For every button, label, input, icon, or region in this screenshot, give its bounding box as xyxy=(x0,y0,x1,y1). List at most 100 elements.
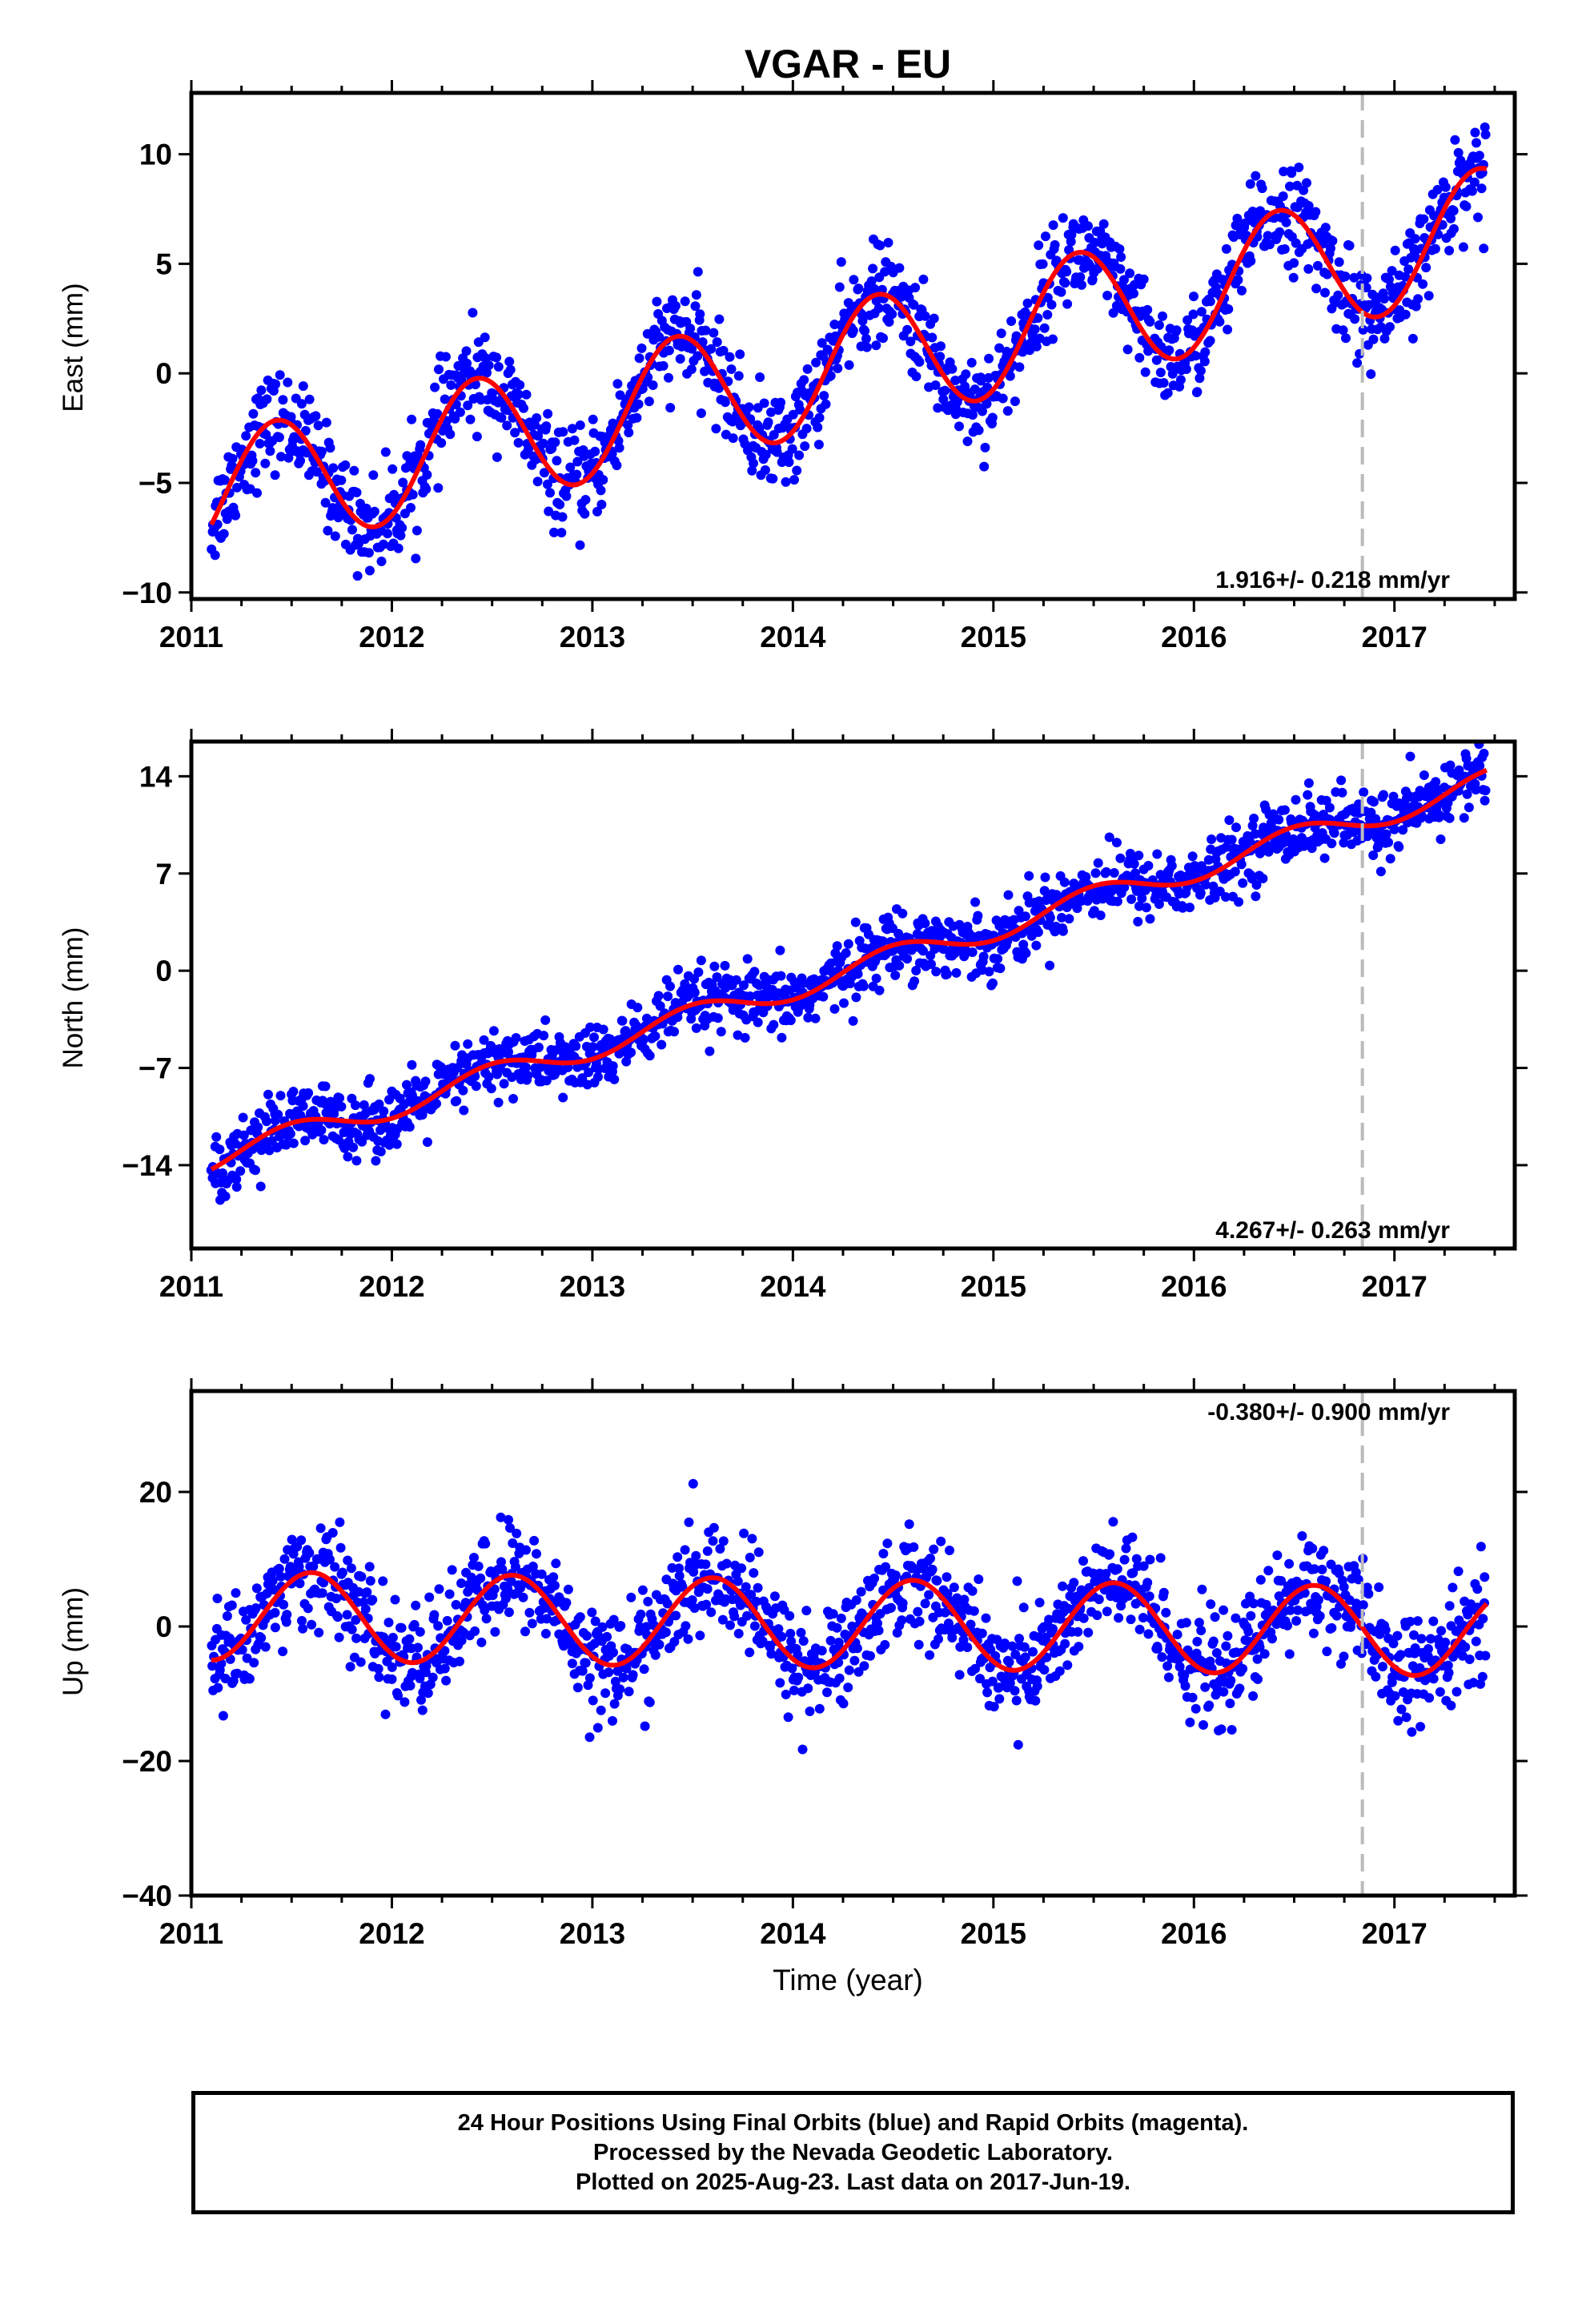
up-data-point xyxy=(1069,1578,1079,1588)
north-data-point xyxy=(712,972,722,983)
north-data-point xyxy=(1020,911,1030,922)
east-data-point xyxy=(1361,283,1371,293)
up-data-point xyxy=(312,1554,323,1565)
east-data-point xyxy=(1010,396,1020,407)
east-data-point xyxy=(887,309,897,320)
up-data-point xyxy=(1231,1613,1241,1623)
east-data-point xyxy=(544,506,554,517)
up-data-point xyxy=(1074,1642,1084,1652)
east-x-tick-label: 2013 xyxy=(560,621,625,653)
up-data-point xyxy=(391,1642,401,1652)
east-data-point xyxy=(421,484,432,494)
up-data-point xyxy=(753,1547,764,1558)
north-data-point xyxy=(281,1140,291,1150)
east-data-point xyxy=(1449,223,1459,234)
east-data-point xyxy=(538,438,548,448)
up-data-point xyxy=(1259,1649,1270,1659)
east-data-point xyxy=(219,475,230,485)
up-y-tick-label: −40 xyxy=(122,1880,172,1912)
north-data-point xyxy=(1419,770,1429,780)
north-data-point xyxy=(1398,825,1408,835)
east-data-point xyxy=(446,380,456,390)
north-data-point xyxy=(1303,790,1313,800)
up-data-point xyxy=(1062,1660,1073,1671)
north-data-point xyxy=(1224,815,1235,826)
up-data-point xyxy=(242,1653,252,1663)
north-data-point xyxy=(897,908,908,919)
east-data-point xyxy=(330,531,340,541)
up-data-point xyxy=(616,1621,626,1631)
up-data-point xyxy=(527,1618,537,1629)
up-data-point xyxy=(615,1684,625,1695)
up-data-point xyxy=(1223,1630,1233,1641)
up-data-point xyxy=(447,1565,457,1575)
east-data-point xyxy=(706,344,717,354)
north-data-point xyxy=(1319,853,1330,863)
up-data-point xyxy=(347,1624,357,1634)
east-data-point xyxy=(515,380,525,390)
east-data-point xyxy=(1151,355,1162,365)
east-data-point xyxy=(947,364,958,374)
up-data-point xyxy=(582,1630,592,1641)
east-data-point xyxy=(755,372,765,382)
north-data-point xyxy=(1394,842,1404,852)
up-data-point xyxy=(793,1672,804,1683)
up-data-point xyxy=(1163,1672,1174,1683)
east-data-point xyxy=(262,394,272,404)
north-data-point xyxy=(1369,797,1379,807)
east-data-point xyxy=(607,448,617,459)
up-data-point xyxy=(218,1711,228,1721)
up-data-point xyxy=(636,1609,646,1619)
east-data-point xyxy=(623,420,633,430)
east-data-point xyxy=(930,380,941,390)
east-observations xyxy=(207,122,1491,581)
east-data-point xyxy=(1480,122,1490,132)
east-data-point xyxy=(1056,287,1066,297)
east-data-point xyxy=(1390,245,1400,255)
up-data-point xyxy=(604,1667,614,1678)
north-data-point xyxy=(1145,914,1155,924)
north-data-point xyxy=(696,955,706,966)
up-data-point xyxy=(287,1534,297,1545)
up-data-point xyxy=(1138,1561,1149,1571)
up-data-point xyxy=(608,1715,617,1726)
north-data-point xyxy=(231,1182,242,1192)
up-data-point xyxy=(1185,1717,1195,1727)
up-data-point xyxy=(677,1582,688,1592)
east-data-point xyxy=(665,403,676,413)
up-data-point xyxy=(1253,1674,1263,1684)
up-data-point xyxy=(729,1611,740,1622)
north-data-point xyxy=(776,971,786,981)
up-data-point xyxy=(796,1627,806,1638)
up-data-point xyxy=(1476,1679,1486,1689)
east-data-point xyxy=(1158,378,1169,388)
up-data-point xyxy=(1480,1651,1491,1661)
up-data-point xyxy=(786,1636,797,1647)
up-data-point xyxy=(387,1632,398,1642)
north-data-point xyxy=(1166,861,1177,871)
up-data-point xyxy=(856,1586,866,1597)
north-data-point xyxy=(769,1019,779,1030)
east-data-point xyxy=(347,525,357,535)
up-data-point xyxy=(897,1598,908,1608)
up-data-point xyxy=(1396,1704,1407,1715)
up-data-point xyxy=(600,1688,611,1699)
up-x-tick-label: 2014 xyxy=(760,1917,826,1950)
up-data-point xyxy=(671,1610,681,1621)
east-data-point xyxy=(894,263,905,273)
east-data-point xyxy=(1349,272,1359,283)
east-data-point xyxy=(1411,301,1421,312)
east-data-point xyxy=(833,364,843,373)
up-data-point xyxy=(747,1534,757,1544)
up-data-point xyxy=(405,1680,416,1691)
up-data-point xyxy=(532,1549,541,1559)
up-data-point xyxy=(297,1615,307,1626)
east-data-point xyxy=(352,571,363,581)
up-data-point xyxy=(1174,1662,1185,1672)
north-data-point xyxy=(1459,813,1469,823)
east-data-point xyxy=(813,422,823,432)
north-data-point xyxy=(351,1156,362,1166)
north-data-point xyxy=(745,991,755,1001)
up-data-point xyxy=(785,1628,796,1638)
up-data-point xyxy=(1444,1601,1455,1611)
